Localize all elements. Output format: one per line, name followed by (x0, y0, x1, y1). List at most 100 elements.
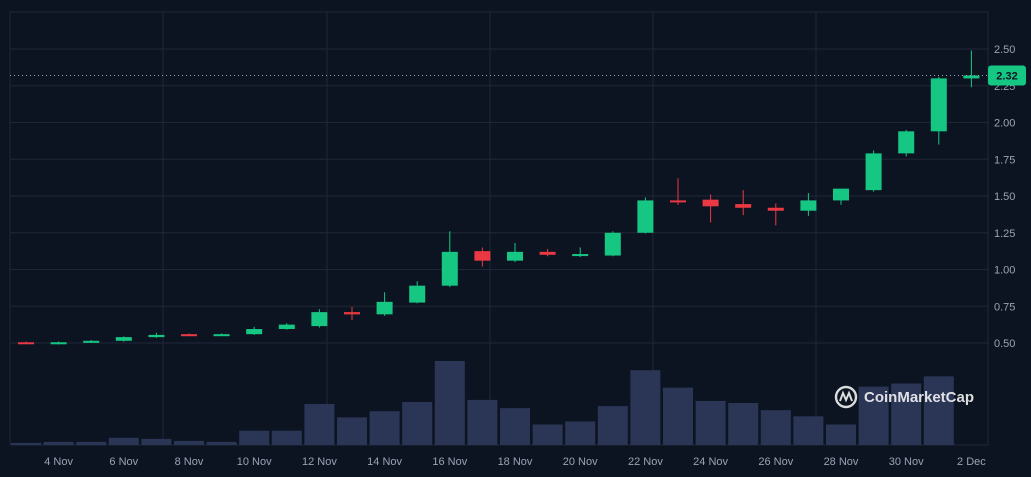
candle-body-19 (637, 200, 653, 232)
volume-bar-22 (728, 403, 758, 445)
candle-27 (898, 130, 914, 156)
candle-7 (246, 327, 262, 335)
y-tick-label-8: 2.50 (994, 44, 1015, 56)
candle-body-4 (148, 335, 164, 337)
watermark-text: CoinMarketCap (864, 389, 974, 406)
candle-body-24 (800, 200, 816, 210)
candle-11 (377, 292, 393, 316)
x-tick-label-14: 2 Dec (957, 456, 986, 468)
candle-body-28 (931, 78, 947, 131)
volume-bar-25 (826, 425, 856, 445)
volume-bar-23 (761, 410, 791, 445)
x-tick-label-7: 18 Nov (498, 456, 533, 468)
y-tick-label-6: 2.00 (994, 118, 1015, 130)
volume-bar-13 (435, 361, 465, 445)
volume-bar-4 (141, 439, 171, 445)
candle-body-14 (474, 251, 490, 261)
volume-bar-18 (598, 406, 628, 445)
candle-body-21 (703, 200, 719, 207)
candle-body-0 (18, 342, 34, 344)
volume-bar-3 (109, 438, 139, 445)
candle-body-23 (768, 208, 784, 211)
candle-3 (116, 336, 132, 341)
candle-14 (474, 247, 490, 266)
candle-6 (214, 333, 230, 336)
volume-bar-2 (76, 442, 106, 445)
candle-28 (931, 77, 947, 145)
candle-2 (83, 340, 99, 343)
x-tick-label-3: 10 Nov (237, 456, 272, 468)
volume-bar-5 (174, 441, 204, 445)
x-tick-label-8: 20 Nov (563, 456, 598, 468)
candle-body-9 (311, 312, 327, 326)
candle-10 (344, 307, 360, 320)
y-tick-label-1: 0.75 (994, 301, 1015, 313)
volume-bar-17 (565, 421, 595, 445)
candle-body-26 (866, 153, 882, 190)
candle-body-20 (670, 200, 686, 202)
candle-9 (311, 309, 327, 327)
candle-19 (637, 197, 653, 233)
candle-body-10 (344, 312, 360, 314)
grid-layer (10, 12, 988, 445)
candle-18 (605, 231, 621, 256)
volume-bar-14 (467, 400, 497, 445)
candle-body-7 (246, 329, 262, 334)
candle-body-17 (572, 254, 588, 256)
candle-body-16 (540, 252, 556, 255)
volume-bar-0 (11, 443, 41, 445)
volume-bar-8 (272, 431, 302, 445)
volume-bar-28 (924, 376, 954, 445)
volume-bar-10 (337, 417, 367, 445)
candle-29 (963, 50, 979, 87)
candle-body-22 (735, 204, 751, 208)
x-tick-label-11: 26 Nov (758, 456, 793, 468)
y-tick-label-4: 1.50 (994, 191, 1015, 203)
candle-1 (51, 342, 67, 345)
x-tick-label-13: 30 Nov (889, 456, 924, 468)
candle-4 (148, 333, 164, 338)
x-tick-label-10: 24 Nov (693, 456, 728, 468)
candle-body-6 (214, 334, 230, 336)
candle-20 (670, 178, 686, 204)
candle-body-11 (377, 302, 393, 314)
x-tick-label-1: 6 Nov (109, 456, 138, 468)
candle-16 (540, 249, 556, 256)
candle-8 (279, 323, 295, 330)
volume-bar-6 (207, 442, 237, 445)
candle-body-27 (898, 131, 914, 153)
x-tick-label-2: 8 Nov (175, 456, 204, 468)
current-price-marker: 2.32 (10, 65, 1026, 85)
x-tick-label-6: 16 Nov (432, 456, 467, 468)
y-tick-label-0: 0.50 (994, 338, 1015, 350)
candle-body-15 (507, 252, 523, 261)
coinmarketcap-watermark: CoinMarketCap (836, 387, 974, 407)
volume-bar-19 (630, 370, 660, 445)
candle-13 (442, 231, 458, 287)
volume-bar-20 (663, 388, 693, 445)
x-tick-label-12: 28 Nov (824, 456, 859, 468)
candle-5 (181, 333, 197, 336)
y-axis: 0.500.751.001.251.501.752.002.252.50 (994, 44, 1015, 350)
candle-body-25 (833, 189, 849, 201)
x-axis: 4 Nov 6 Nov 8 Nov 10 Nov 12 Nov 14 Nov 16 Nov 1… (44, 456, 986, 468)
x-tick-label-4: 12 Nov (302, 456, 337, 468)
candle-body-8 (279, 325, 295, 329)
candle-25 (833, 189, 849, 205)
candle-body-29 (963, 75, 979, 78)
candle-17 (572, 247, 588, 257)
volume-bar-21 (696, 401, 726, 445)
y-tick-label-2: 1.00 (994, 265, 1015, 277)
candle-body-18 (605, 233, 621, 256)
y-tick-label-3: 1.25 (994, 228, 1015, 240)
candle-21 (703, 195, 719, 223)
coinmarketcap-logo-icon (836, 387, 856, 407)
plot-frame (10, 12, 988, 445)
candle-body-13 (442, 252, 458, 286)
candle-12 (409, 281, 425, 303)
volume-bar-7 (239, 431, 269, 445)
x-tick-label-5: 14 Nov (367, 456, 402, 468)
candle-0 (18, 342, 34, 345)
